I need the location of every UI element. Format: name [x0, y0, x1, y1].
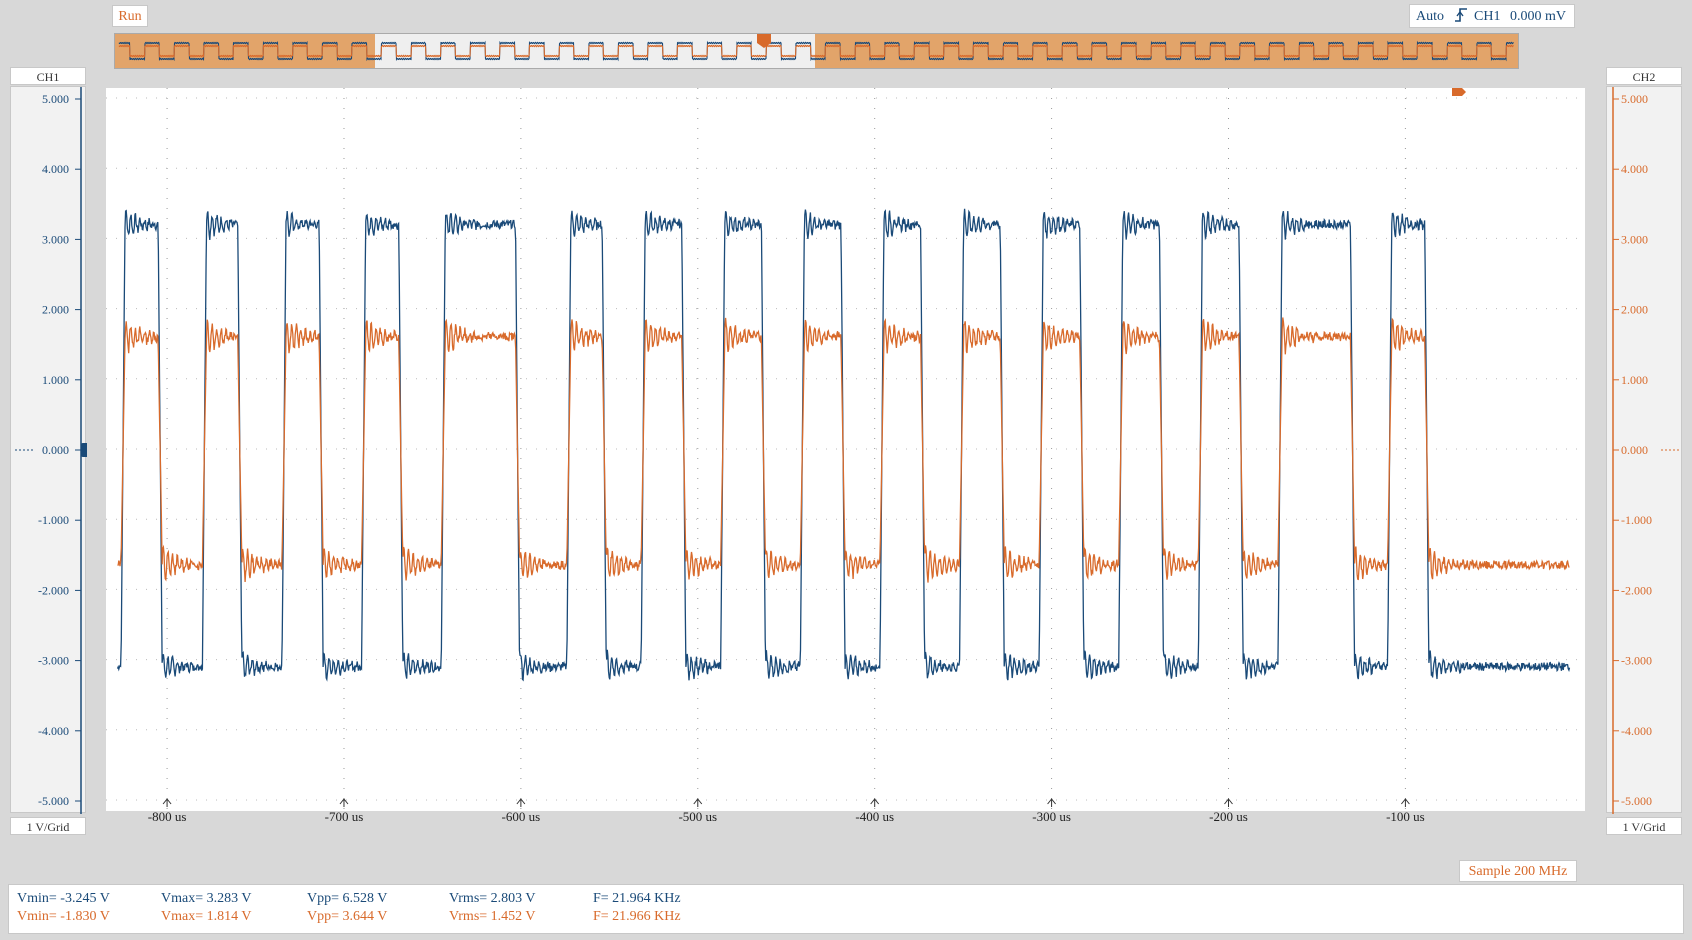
ch1-freq: F= 21.964 KHz [593, 891, 681, 906]
y-tick-label: 4.000 [42, 162, 69, 176]
ch1-vmax: Vmax= 3.283 V [161, 891, 252, 906]
ch2-position-marker[interactable] [1452, 88, 1466, 96]
y-tick-label: -5.000 [38, 794, 69, 808]
trigger-channel[interactable]: CH1 [1474, 9, 1501, 24]
x-tick-label: -600 us [502, 809, 541, 824]
x-tick-label: -400 us [855, 809, 894, 824]
ch2-vmax: Vmax= 1.814 V [161, 909, 252, 924]
y-tick-label: -2.000 [38, 583, 69, 597]
ch2-vrms: Vrms= 1.452 V [449, 909, 536, 924]
x-tick-arrow [870, 798, 880, 807]
ch1-scale-column[interactable]: 5.000 4.000 3.000 2.000 1.000 0.000 -1.000 -2.0… [10, 86, 87, 814]
y-tick-label: 0.000 [42, 443, 69, 457]
rising-edge-icon[interactable] [1454, 5, 1470, 34]
y-tick-label: 1.000 [1621, 373, 1648, 387]
x-tick-arrow [1224, 798, 1233, 807]
plot-grid [106, 88, 1585, 811]
ch1-vpp: Vpp= 6.528 V [307, 891, 388, 906]
y-tick-label: -2.000 [1621, 583, 1652, 597]
ch1-label[interactable]: CH1 [10, 67, 86, 85]
x-tick-label: -700 us [325, 809, 364, 824]
x-tick-arrow [693, 798, 703, 807]
x-tick-arrow [339, 798, 349, 807]
ch1-scale[interactable]: 1 V/Grid [10, 817, 86, 835]
y-tick-label: 0.000 [1621, 443, 1648, 457]
y-tick-label: 3.000 [42, 232, 69, 246]
y-tick-label: 1.000 [42, 373, 69, 387]
run-status[interactable]: Run [112, 5, 148, 27]
waveform-overview[interactable] [114, 33, 1519, 69]
trigger-position-marker[interactable] [757, 34, 771, 48]
ch1-vrms: Vrms= 2.803 V [449, 891, 536, 906]
y-tick-label: -1.000 [1621, 513, 1652, 527]
ch2-label[interactable]: CH2 [1606, 67, 1682, 85]
y-tick-label: 3.000 [1621, 232, 1648, 246]
ch2-vmin: Vmin= -1.830 V [17, 909, 110, 924]
ch2-scale-column[interactable]: 5.000 4.000 3.000 2.000 1.000 0.000 -1.000 -2.0… [1606, 86, 1682, 814]
trigger-level[interactable]: 0.000 mV [1510, 9, 1566, 24]
y-tick-label: -5.000 [1621, 794, 1652, 808]
y-tick-label: -3.000 [1621, 654, 1652, 668]
ch2-vpp: Vpp= 3.644 V [307, 909, 388, 924]
overview-waves [118, 40, 1514, 62]
time-axis: -800 us -700 us -600 us -500 us -400 us -300 … [148, 798, 1425, 824]
y-tick-label: -3.000 [38, 654, 69, 668]
overview-highlight-right [815, 34, 1518, 68]
ch1-vmin: Vmin= -3.245 V [17, 891, 110, 906]
x-tick-arrow [516, 798, 526, 807]
y-tick-label: -4.000 [38, 724, 69, 738]
y-tick-label: 5.000 [1621, 92, 1648, 106]
trigger-mode[interactable]: Auto [1416, 9, 1444, 24]
x-tick-label: -300 us [1032, 809, 1071, 824]
ch2-trace [117, 317, 1570, 583]
sample-rate: Sample 200 MHz [1459, 860, 1577, 882]
x-tick-arrow [1401, 798, 1410, 807]
x-tick-arrow [162, 798, 172, 807]
waveforms [116, 208, 1571, 682]
x-tick-label: -200 us [1209, 809, 1248, 824]
measurement-panel: Vmin= -3.245 V Vmax= 3.283 V Vpp= 6.528 … [8, 884, 1684, 934]
y-tick-label: -4.000 [1621, 724, 1652, 738]
ch2-freq: F= 21.966 KHz [593, 909, 681, 924]
y-tick-label: 2.000 [1621, 303, 1648, 317]
y-tick-label: -1.000 [38, 513, 69, 527]
x-tick-arrow [1047, 798, 1056, 807]
x-tick-label: -800 us [148, 809, 187, 824]
overview-highlight-left [115, 34, 375, 68]
y-tick-label: 4.000 [1621, 162, 1648, 176]
scope-display[interactable] [106, 88, 1585, 811]
trigger-panel[interactable]: Auto CH1 0.000 mV [1409, 4, 1575, 28]
x-tick-label: -100 us [1386, 809, 1425, 824]
ch2-scale[interactable]: 1 V/Grid [1606, 817, 1682, 835]
x-tick-label: -500 us [678, 809, 717, 824]
y-tick-label: 5.000 [42, 92, 69, 106]
y-tick-label: 2.000 [42, 303, 69, 317]
ch1-offset-marker[interactable] [81, 443, 87, 457]
